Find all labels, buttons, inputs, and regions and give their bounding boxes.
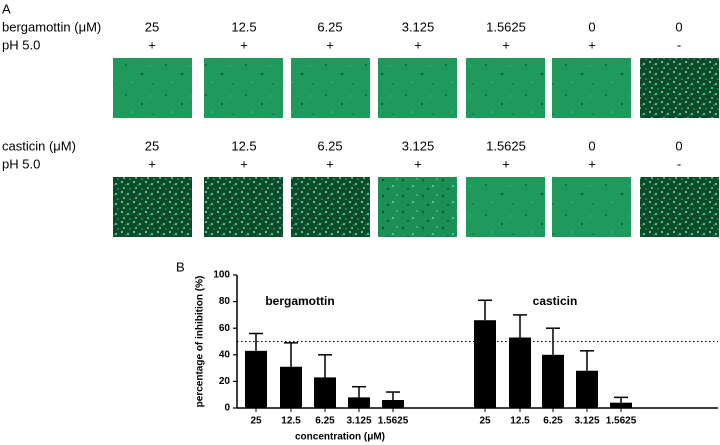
concentration-label: 0 [675,138,682,153]
concentration-label: 25 [145,19,159,34]
ph-sign: + [414,37,422,52]
ph-sign: + [326,37,334,52]
x-tick-label: 6.25 [543,416,563,427]
x-tick-label: 12.5 [281,416,301,427]
panel-label: B [176,259,185,274]
ph-sign: + [414,156,422,171]
x-tick-label: 1.5625 [378,416,409,427]
micrograph [640,177,719,237]
x-axis-title: concentration (μM) [295,432,385,443]
bar [314,377,336,408]
micrograph [204,177,283,237]
group-label: casticin [533,294,578,308]
concentration-label: 6.25 [317,138,342,153]
x-tick-label: 25 [479,416,491,427]
micrograph [113,58,192,118]
bar [610,402,632,408]
concentration-label: 3.125 [402,138,435,153]
micrograph [291,58,370,118]
bar [542,354,564,408]
ph-sign: + [148,37,156,52]
ph-sign: + [326,156,334,171]
micrograph [552,177,631,237]
concentration-label: 25 [145,138,159,153]
concentration-label: 1.5625 [486,138,526,153]
concentration-label: 12.5 [231,19,256,34]
ph-sign: + [588,37,596,52]
y-tick-label: 0 [224,403,230,414]
x-tick-label: 3.125 [574,416,599,427]
x-tick-label: 3.125 [346,416,371,427]
concentration-label: 0 [588,19,595,34]
ph-sign: - [677,37,681,52]
ph-sign: - [677,156,681,171]
x-tick-label: 25 [250,416,262,427]
bar [474,320,496,408]
micrograph [113,177,192,237]
bar [509,337,531,408]
micrograph [466,177,545,237]
ph-label: pH 5.0 [2,156,40,171]
bar [576,370,598,408]
bar [382,400,404,408]
concentration-label: 0 [675,19,682,34]
bar [245,350,267,408]
micrograph [291,177,370,237]
ph-sign: + [148,156,156,171]
concentration-label: 12.5 [231,138,256,153]
micrograph [552,58,631,118]
x-tick-label: 6.25 [315,416,335,427]
x-tick-label: 12.5 [510,416,530,427]
ph-label: pH 5.0 [2,37,40,52]
micrograph [204,58,283,118]
bar [348,397,370,408]
ph-sign: + [240,37,248,52]
micrograph [640,58,719,118]
compound-label: bergamottin (μM) [2,19,101,34]
panel-label: A [2,1,11,16]
compound-label: casticin (μM) [2,138,76,153]
micrograph [466,58,545,118]
ph-sign: + [502,37,510,52]
y-axis-title: percentage of inhibition (%) [195,276,206,408]
y-tick-label: 60 [219,323,231,334]
concentration-label: 0 [588,138,595,153]
y-tick-label: 80 [219,296,231,307]
concentration-label: 6.25 [317,19,342,34]
y-tick-label: 20 [219,376,231,387]
micrograph [378,177,457,237]
ph-sign: + [502,156,510,171]
group-label: bergamottin [265,294,334,308]
bar [280,366,302,408]
ph-sign: + [588,156,596,171]
ph-sign: + [240,156,248,171]
concentration-label: 3.125 [402,19,435,34]
micrograph [378,58,457,118]
y-tick-label: 100 [213,270,230,281]
concentration-label: 1.5625 [486,19,526,34]
x-tick-label: 1.5625 [606,416,637,427]
y-tick-label: 40 [219,349,231,360]
